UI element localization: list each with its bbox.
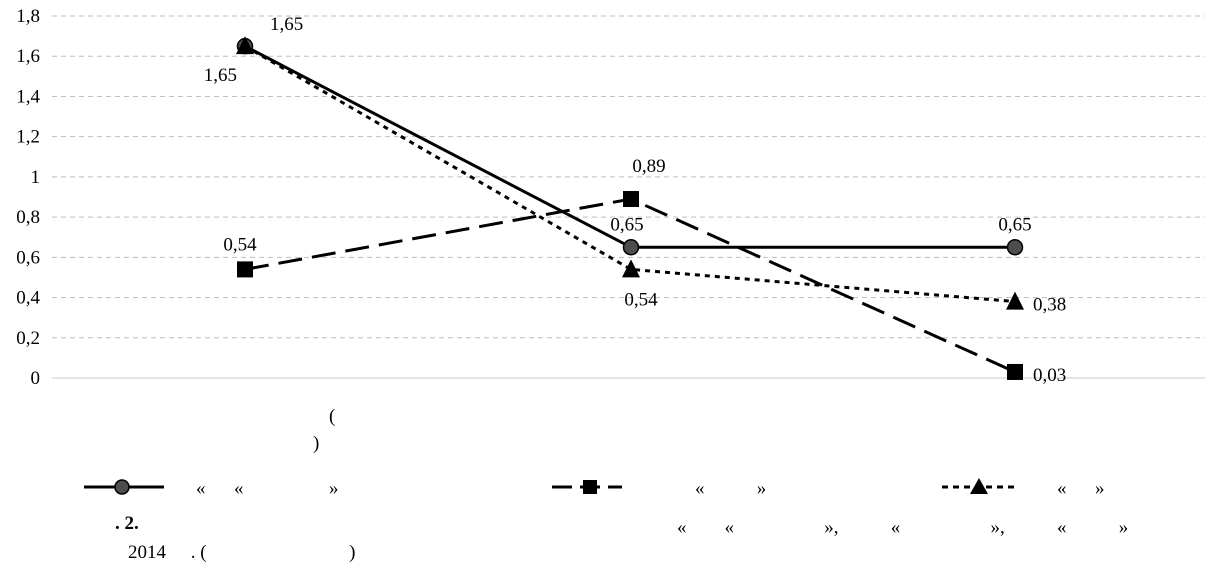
y-tick-label: 1 — [31, 167, 41, 188]
data-point-triangle — [236, 36, 254, 55]
data-label: 0,54 — [223, 234, 257, 255]
data-label: 1,65 — [204, 65, 237, 86]
data-point-square — [1007, 363, 1023, 380]
data-point-square — [237, 261, 253, 278]
data-label: 1,65 — [270, 14, 303, 35]
y-tick-label: 0,8 — [16, 207, 40, 228]
legend-label-square: « » — [695, 478, 767, 499]
legend-swatch-triangle — [942, 478, 1018, 494]
legend-label-circle: « « » — [196, 478, 339, 499]
y-tick-label: 0,2 — [16, 328, 40, 349]
line-chart: 0 0,2 0,4 0,6 0,8 1 1,2 1,4 1,6 1,8 1,65 0,65 0,65 0,… — [16, 6, 1205, 389]
axis-title-line-1: ( — [329, 406, 336, 427]
data-point-circle — [1006, 239, 1024, 256]
y-tick-label: 1,4 — [16, 86, 40, 107]
legend-item-circle-series: « « » — [84, 472, 414, 502]
data-label: 0,89 — [632, 156, 665, 177]
axis-title-line-2: ) — [313, 433, 320, 454]
legend-item-square-series: « » — [552, 472, 812, 502]
y-tick-label: 0,6 — [16, 247, 40, 268]
caption-line-2: . ( ) — [186, 542, 356, 563]
y-tick-label: 0,4 — [16, 288, 40, 309]
y-tick-label: 1,8 — [16, 6, 40, 27]
legend-swatch-circle — [84, 479, 164, 495]
data-point-triangle — [622, 259, 640, 278]
legend-item-triangle-series: « » — [942, 472, 1202, 502]
legend-swatch-square — [552, 480, 622, 494]
y-tick-label: 0 — [31, 368, 41, 389]
data-point-circle — [622, 239, 640, 256]
y-tick-label: 1,2 — [16, 127, 40, 148]
data-label: 0,03 — [1033, 365, 1066, 386]
data-label: 0,65 — [610, 214, 643, 235]
y-tick-label: 1,6 — [16, 46, 40, 67]
caption-year: 2014 — [128, 542, 166, 563]
data-label: 0,65 — [998, 214, 1031, 235]
data-label: 0,38 — [1033, 295, 1066, 316]
series-line-triangle — [244, 44, 1016, 304]
data-point-triangle — [1006, 291, 1024, 310]
legend-label-triangle: « » — [1057, 478, 1105, 499]
figure-number: . 2. — [115, 513, 139, 534]
data-point-square — [623, 191, 639, 208]
caption-line-1: « « », « », « » — [677, 517, 1129, 538]
data-label: 0,54 — [624, 289, 658, 310]
